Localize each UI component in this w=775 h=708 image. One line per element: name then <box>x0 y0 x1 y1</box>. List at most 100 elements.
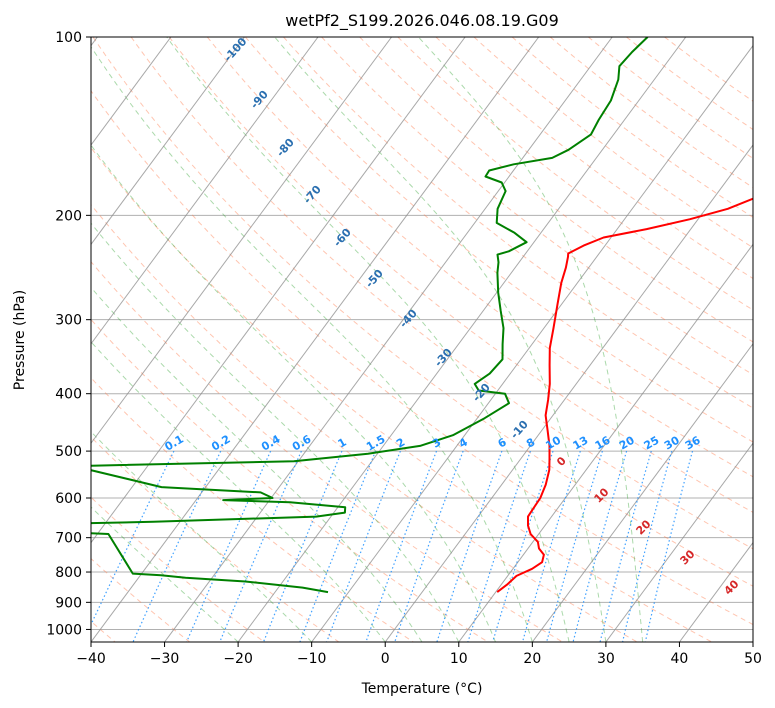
y-tick-label: 1000 <box>46 622 82 638</box>
mixing-ratio-label: 8 <box>524 436 537 451</box>
dry-adiabat-label: 10 <box>592 485 612 505</box>
dry-adiabat <box>359 37 753 343</box>
dry-adiabat <box>91 90 753 626</box>
dewpoint-profile <box>91 37 649 594</box>
mixing-ratio-line <box>91 450 175 626</box>
mixing-ratio-line <box>599 450 652 642</box>
mixing-ratio-label: 30 <box>662 433 682 452</box>
isotherm <box>679 541 753 642</box>
isotherm <box>91 37 319 345</box>
mixing-ratio-line <box>436 450 503 642</box>
moist-adiabat <box>91 144 497 642</box>
isotherm <box>91 37 392 445</box>
mixing-ratio-label: 4 <box>457 435 470 450</box>
mixing-ratio-label: 1 <box>336 436 349 451</box>
isotherms <box>91 37 753 642</box>
moist-adiabat-label: -40 <box>397 307 420 331</box>
dry-adiabat-label: 30 <box>678 547 698 567</box>
mixing-ratio-line <box>546 450 603 642</box>
isotherm <box>458 243 753 642</box>
mixing-ratio-lines <box>91 450 694 642</box>
x-tick-label: 20 <box>523 651 541 667</box>
dry-adiabat <box>91 436 340 642</box>
isotherm <box>91 37 245 246</box>
mixing-ratio-line <box>572 450 628 642</box>
mixing-ratio-line <box>132 450 222 642</box>
x-tick-label: 10 <box>450 651 468 667</box>
mixing-ratio-line <box>262 450 343 642</box>
x-tick-label: −20 <box>223 651 253 667</box>
isotherm <box>91 37 172 146</box>
y-tick-label: 300 <box>55 313 82 329</box>
moist-adiabat <box>91 430 313 642</box>
moist-adiabat <box>91 45 533 642</box>
x-tick-label: −40 <box>76 651 106 667</box>
isotherm <box>237 37 687 642</box>
mixing-ratio-line <box>644 450 694 642</box>
moist-adiabat <box>91 286 423 642</box>
x-tick-label: 0 <box>381 651 390 667</box>
dry-adiabat <box>92 37 753 587</box>
mixing-ratio-label: 10 <box>543 433 563 452</box>
isotherm <box>311 44 753 642</box>
dry-adiabat <box>130 37 753 550</box>
dry-adiabat <box>91 261 563 642</box>
x-tick-label: 50 <box>744 651 762 667</box>
dry-adiabat <box>473 37 753 249</box>
dry-adiabat <box>435 37 753 280</box>
x-tick-label: −30 <box>150 651 180 667</box>
dry-adiabat <box>91 496 265 642</box>
moist-adiabat-label: -80 <box>274 136 297 160</box>
dry-adiabat <box>91 203 638 642</box>
mixing-ratio-line <box>326 450 401 642</box>
x-axis-title: Temperature (°C) <box>361 681 483 697</box>
dry-adiabat <box>664 37 753 102</box>
mixing-ratio-line <box>467 450 531 642</box>
dry-adiabat-label: 0 <box>554 454 569 469</box>
temperature-profile <box>496 197 753 593</box>
plot-frame <box>90 36 754 643</box>
y-axis-ticks: 100 200 300 400 500 600 700 800 900 1000 <box>46 30 91 638</box>
dry-adiabat <box>91 318 489 642</box>
profiles <box>91 37 753 594</box>
mixing-ratio-line <box>186 450 272 642</box>
y-tick-label: 700 <box>55 531 82 547</box>
dry-adiabat <box>91 377 414 642</box>
chart-title: wetPf2_S199.2026.046.08.19.G09 <box>285 11 559 31</box>
x-axis-ticks: −40 −30 −20 −10 0 10 20 30 40 50 <box>76 642 762 667</box>
x-tick-label: 30 <box>597 651 615 667</box>
y-tick-label: 400 <box>55 387 82 403</box>
y-tick-label: 900 <box>55 595 82 611</box>
mixing-ratio-line <box>622 450 673 642</box>
isotherm <box>91 37 540 642</box>
dry-adiabat <box>283 37 753 409</box>
mixing-ratio-line <box>219 450 302 642</box>
isotherm <box>531 342 753 642</box>
mixing-ratio-label: 3 <box>430 436 443 451</box>
y-axis-title: Pressure (hPa) <box>12 290 28 390</box>
dry-adiabat <box>321 37 753 376</box>
moist-adiabat <box>91 222 460 642</box>
isotherm <box>384 144 753 642</box>
moist-adiabat <box>91 341 386 642</box>
y-tick-label: 800 <box>55 565 82 581</box>
y-tick-label: 500 <box>55 444 82 460</box>
mixing-ratio-label: 0.4 <box>259 432 283 453</box>
isotherm <box>752 641 753 642</box>
moist-adiabat <box>166 37 570 642</box>
dry-adiabat <box>91 557 191 642</box>
mixing-ratio-label: 20 <box>617 433 637 452</box>
mixing-ratio-line <box>394 450 464 642</box>
moist-adiabat-label: -70 <box>301 183 324 207</box>
mixing-ratio-label: 36 <box>683 433 703 452</box>
dry-adiabat <box>91 146 713 642</box>
mixing-ratio-label: 0.2 <box>209 433 232 454</box>
mixing-ratio-label: 16 <box>593 433 613 452</box>
dry-adiabat <box>397 37 753 311</box>
isotherm <box>91 37 466 544</box>
y-tick-label: 200 <box>55 208 82 224</box>
moist-adiabat-label: -30 <box>432 346 455 370</box>
x-tick-label: −10 <box>297 651 327 667</box>
x-tick-label: 40 <box>671 651 689 667</box>
